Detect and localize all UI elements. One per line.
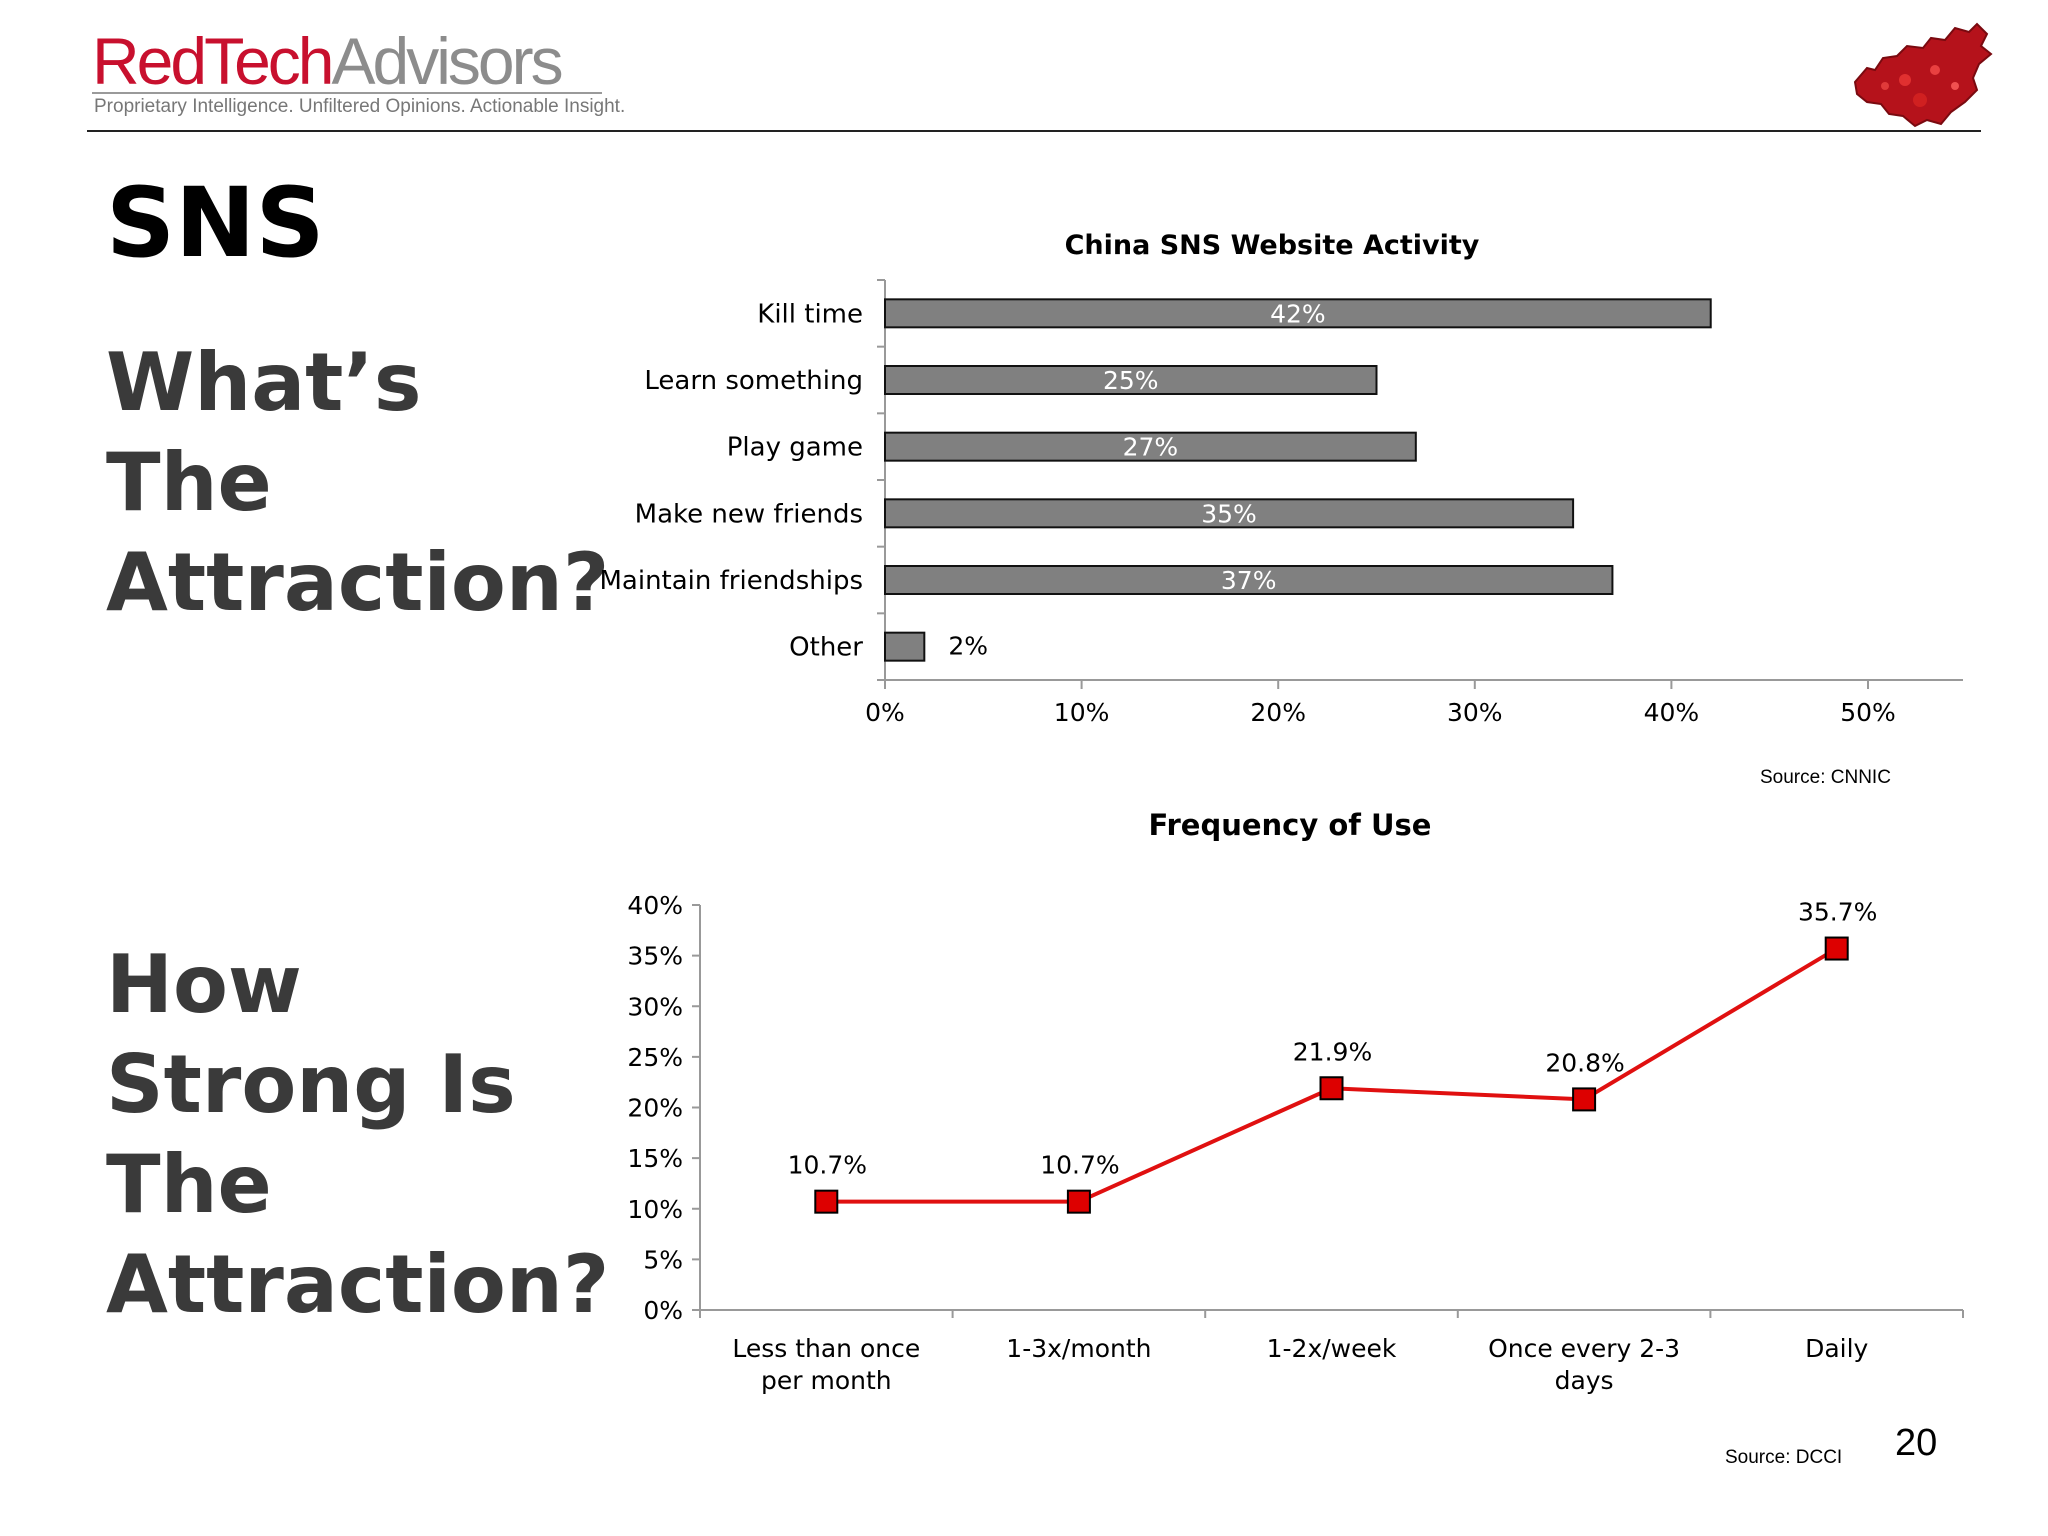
y-tick-label: 5% [643, 1245, 683, 1274]
data-point-marker [1319, 1076, 1344, 1101]
category-label: Other [789, 633, 863, 663]
bar [884, 631, 926, 662]
question-attraction: What’s The Attraction? [106, 333, 609, 633]
logo-grey-text: Advisors [331, 24, 564, 98]
y-tick-label: 10% [627, 1195, 683, 1224]
category-label: Kill time [757, 299, 863, 329]
category-label: Learn something [644, 366, 863, 396]
bar-value-label: 25% [1103, 366, 1159, 395]
x-category-label: per month [761, 1366, 892, 1395]
question-line: Strong Is [106, 1038, 516, 1131]
chart1-source: Source: CNNIC [1760, 767, 1891, 788]
chart2-source: Source: DCCI [1725, 1447, 1843, 1468]
x-tick-label: 20% [1250, 698, 1306, 727]
question-line: What’s [106, 336, 422, 429]
x-category-label: Daily [1805, 1334, 1868, 1363]
x-category-label: 1-2x/week [1267, 1334, 1397, 1363]
bar [884, 565, 1614, 595]
chart-title: China SNS Website Activity [1065, 230, 1480, 261]
data-value-label: 20.8% [1545, 1048, 1624, 1077]
data-value-label: 10.7% [1040, 1151, 1119, 1180]
x-tick-label: 50% [1840, 698, 1896, 727]
category-label: Play game [727, 433, 863, 463]
question-line: Attraction? [106, 1238, 610, 1331]
x-tick-label: 0% [865, 698, 905, 727]
bar-value-label: 27% [1123, 433, 1179, 462]
y-tick-label: 0% [643, 1296, 683, 1325]
bar-value-label: 35% [1201, 499, 1257, 528]
bar [884, 498, 1575, 529]
x-tick-label: 10% [1054, 698, 1110, 727]
y-tick-label: 35% [627, 942, 683, 971]
y-tick-label: 15% [627, 1144, 683, 1173]
series-line [826, 946, 1838, 1204]
x-category-label: Less than once [732, 1334, 920, 1363]
logo-red-text: RedTech [92, 24, 334, 98]
y-tick-label: 20% [627, 1094, 683, 1123]
question-line: Attraction? [106, 536, 610, 629]
bar [884, 365, 1378, 395]
category-label: Make new friends [635, 499, 863, 529]
x-tick-label: 40% [1644, 698, 1700, 727]
x-category-label: Once every 2-3 [1488, 1334, 1680, 1363]
x-tick-label: 30% [1447, 698, 1503, 727]
bar [884, 298, 1712, 329]
bar-value-label: 37% [1221, 566, 1277, 595]
question-line: The [106, 436, 272, 529]
logo-tagline: Proprietary Intelligence. Unfiltered Opi… [94, 96, 626, 117]
category-label: Maintain friendships [599, 566, 863, 596]
data-value-label: 21.9% [1293, 1037, 1372, 1066]
y-tick-label: 30% [627, 992, 683, 1021]
data-point-marker [1066, 1189, 1091, 1214]
bar-value-label: 2% [948, 632, 988, 661]
page-number: 20 [1895, 1422, 1938, 1464]
logo-underline [92, 92, 602, 94]
data-point-marker [1824, 936, 1849, 961]
question-line: How [106, 938, 302, 1031]
bar-value-label: 42% [1270, 299, 1326, 328]
data-point-marker [1572, 1087, 1597, 1112]
china-map-icon [1853, 22, 1993, 128]
chart-title: Frequency of Use [1149, 808, 1432, 842]
bar [884, 431, 1417, 462]
header-divider [87, 130, 1981, 132]
data-value-label: 35.7% [1798, 898, 1877, 927]
slide-title: SNS [106, 167, 325, 279]
data-point-marker [814, 1189, 839, 1214]
y-tick-label: 40% [627, 891, 683, 920]
company-logo: RedTechAdvisors [92, 28, 564, 94]
question-line: The [106, 1138, 272, 1231]
data-value-label: 10.7% [788, 1151, 867, 1180]
x-category-label: days [1555, 1366, 1614, 1395]
question-strength: How Strong Is The Attraction? [106, 935, 609, 1335]
y-tick-label: 25% [627, 1043, 683, 1072]
x-category-label: 1-3x/month [1006, 1334, 1151, 1363]
